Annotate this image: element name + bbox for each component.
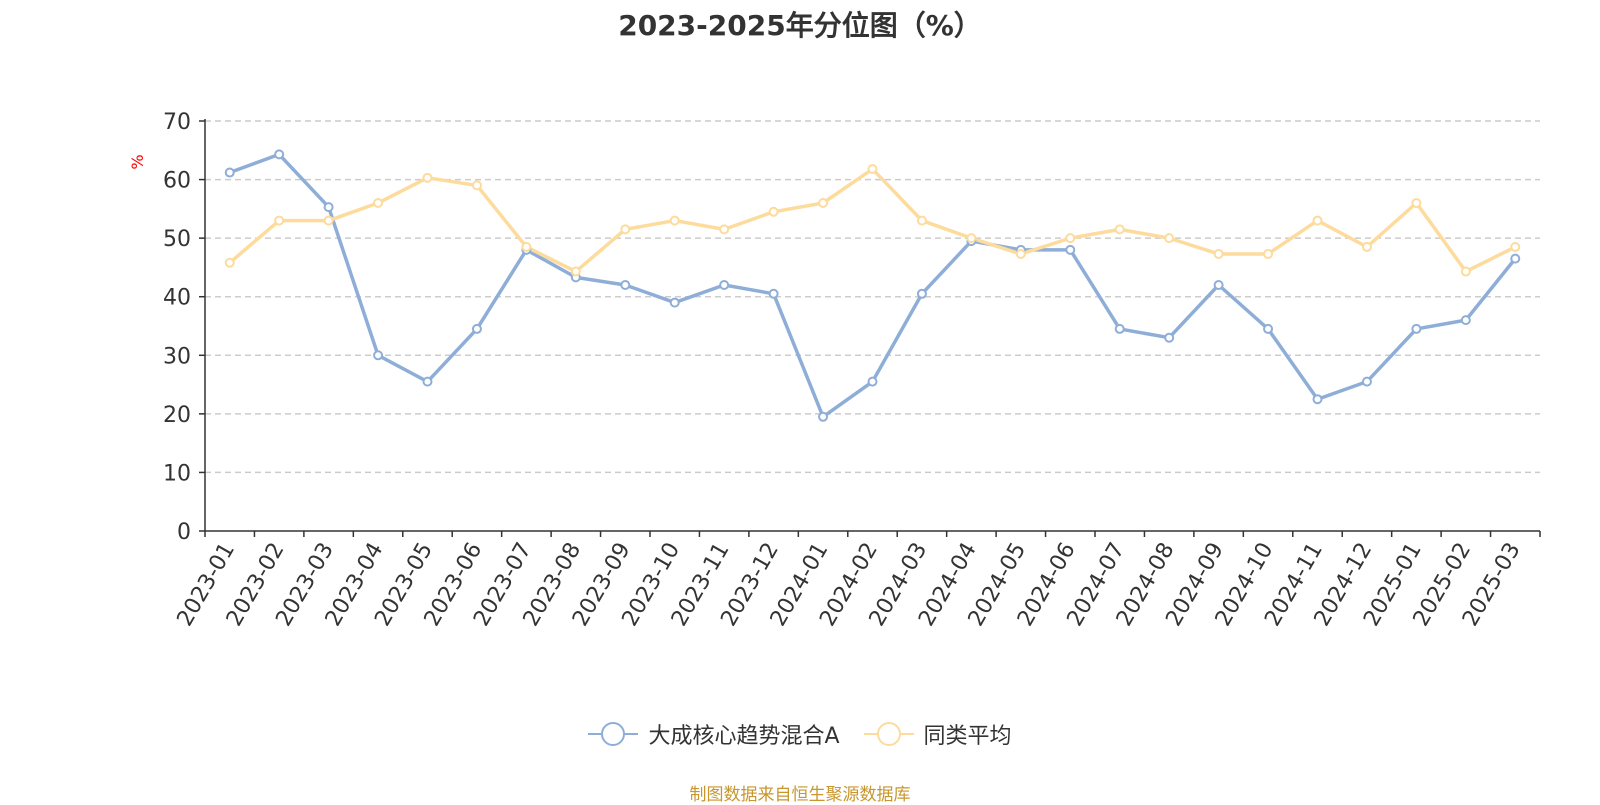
data-point[interactable] [570, 266, 581, 277]
y-tick-label: 10 [163, 461, 191, 486]
series [224, 149, 1521, 422]
data-point[interactable] [1312, 215, 1323, 226]
data-point[interactable] [1361, 376, 1372, 387]
y-tick-label: 50 [163, 227, 191, 252]
data-point[interactable] [1164, 332, 1175, 343]
legend-peer-average-marker-icon [863, 722, 914, 746]
data-point[interactable] [719, 224, 730, 235]
data-point[interactable] [521, 241, 532, 252]
legend-peer-average-label: 同类平均 [923, 724, 1012, 749]
legend-item-fund[interactable]: 大成核心趋势混合A [588, 718, 840, 750]
legend-fund-label: 大成核心趋势混合A [648, 724, 840, 749]
y-tick-label: 20 [163, 403, 191, 428]
data-point[interactable] [966, 233, 977, 244]
data-point[interactable] [1312, 394, 1323, 405]
data-point[interactable] [867, 376, 878, 387]
data-point[interactable] [818, 198, 829, 208]
data-point[interactable] [1411, 323, 1422, 334]
data-point[interactable] [916, 288, 927, 299]
data-point[interactable] [274, 149, 285, 160]
chart-title: 2023-2025年分位图（%） [618, 9, 982, 42]
data-point[interactable] [1263, 248, 1274, 259]
y-axis-unit: % [128, 154, 147, 169]
y-tick-label: 60 [163, 169, 191, 194]
data-point[interactable] [1065, 233, 1076, 244]
data-point[interactable] [274, 215, 285, 226]
data-point[interactable] [719, 280, 730, 290]
data-point[interactable] [1114, 224, 1125, 235]
data-point[interactable] [669, 297, 680, 308]
data-point[interactable] [669, 215, 680, 226]
data-point[interactable] [818, 411, 829, 422]
data-point[interactable] [373, 198, 384, 208]
data-point[interactable] [323, 202, 334, 213]
data-point[interactable] [224, 257, 235, 268]
data-point[interactable] [1213, 248, 1224, 259]
data-point[interactable] [1213, 280, 1224, 290]
legend-item-peer-average[interactable]: 同类平均 [863, 718, 1012, 750]
data-point[interactable] [1015, 248, 1026, 259]
legend-fund-marker-icon [588, 722, 639, 746]
data-point[interactable] [916, 215, 927, 226]
data-point[interactable] [471, 323, 482, 334]
data-point[interactable] [1460, 315, 1471, 326]
data-point[interactable] [1065, 244, 1076, 255]
data-point[interactable] [323, 215, 334, 226]
y-tick-label: 0 [177, 520, 191, 545]
data-point[interactable] [620, 280, 631, 290]
y-tick-label: 40 [163, 286, 191, 311]
data-point[interactable] [1114, 323, 1125, 334]
data-source-note: 制图数据来自恒生聚源数据库 [689, 785, 911, 805]
legend: 大成核心趋势混合A 同类平均 [0, 718, 1600, 750]
data-point[interactable] [422, 376, 433, 387]
data-point[interactable] [620, 224, 631, 235]
data-point[interactable] [1510, 253, 1521, 264]
data-point[interactable] [1164, 233, 1175, 244]
data-point[interactable] [1411, 198, 1422, 208]
data-point[interactable] [768, 206, 779, 217]
data-point[interactable] [1460, 266, 1471, 277]
data-point[interactable] [1510, 241, 1521, 252]
data-point[interactable] [373, 350, 384, 361]
y-tick-label: 30 [163, 344, 191, 369]
data-point[interactable] [471, 180, 482, 191]
data-point[interactable] [1263, 323, 1274, 334]
axes: 0102030405060702023-012023-022023-032023… [163, 110, 1541, 631]
data-point[interactable] [422, 172, 433, 183]
data-point[interactable] [768, 288, 779, 299]
data-point[interactable] [224, 167, 235, 178]
data-point[interactable] [1361, 241, 1372, 252]
data-point[interactable] [867, 164, 878, 175]
y-tick-label: 70 [163, 110, 191, 135]
